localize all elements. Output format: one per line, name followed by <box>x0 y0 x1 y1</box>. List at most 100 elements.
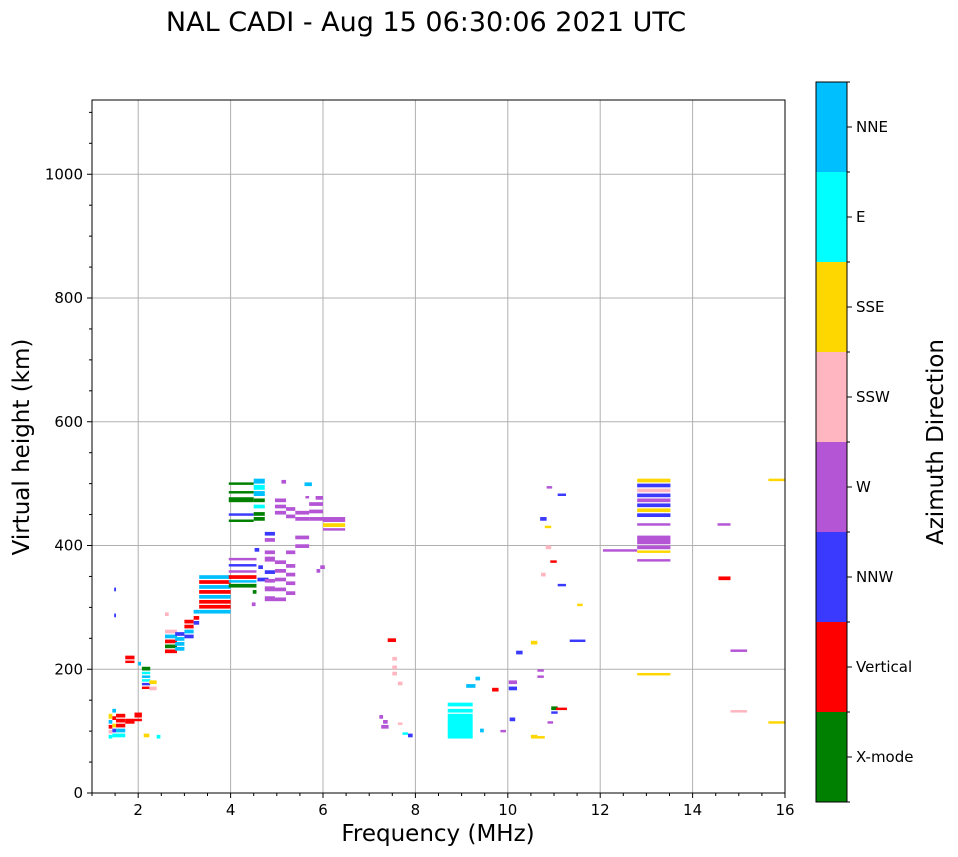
echo-mark <box>637 503 671 508</box>
echo-mark <box>537 675 544 678</box>
echo-mark <box>112 708 117 713</box>
echo-mark <box>112 728 117 733</box>
echo-mark <box>228 583 257 588</box>
x-tick-label: 6 <box>318 801 328 819</box>
echo-mark <box>541 572 546 577</box>
echo-mark <box>141 686 151 690</box>
echo-mark <box>447 713 473 739</box>
echo-mark <box>492 687 499 692</box>
echo-mark <box>149 686 157 691</box>
echo-mark <box>637 508 671 513</box>
x-axis-label: Frequency (MHz) <box>341 821 534 847</box>
echo-mark <box>264 538 275 542</box>
echo-mark <box>536 736 545 739</box>
echo-mark <box>116 728 126 733</box>
echo-mark <box>108 713 113 719</box>
colorbar: X-mode Vertical NNW W SSW SSE E NNE <box>815 81 913 803</box>
echo-mark <box>402 732 409 735</box>
echo-mark <box>264 570 275 574</box>
echo-mark <box>253 504 265 509</box>
echo-mark <box>557 583 567 587</box>
echo-mark <box>304 482 312 487</box>
echo-mark <box>717 523 731 526</box>
echo-mark <box>264 550 275 555</box>
echo-mark <box>274 569 287 573</box>
echo-mark <box>175 646 185 651</box>
echo-mark <box>309 502 323 506</box>
x-tick-label: 16 <box>775 801 794 819</box>
x-tick-label: 14 <box>683 801 702 819</box>
y-tick-label: 200 <box>54 660 83 678</box>
echo-mark <box>320 565 325 570</box>
echo-mark <box>718 576 731 581</box>
echo-mark <box>116 713 126 718</box>
echo-mark <box>108 719 113 724</box>
echo-mark <box>381 724 389 729</box>
echo-mark <box>164 649 178 654</box>
echo-mark <box>637 498 671 503</box>
echo-mark <box>323 517 346 522</box>
x-tick-label: 2 <box>133 801 143 819</box>
colorbar-segment <box>816 622 847 712</box>
echo-mark <box>551 711 558 714</box>
x-axis-ticks: 2 4 6 8 10 12 14 16 <box>91 793 795 819</box>
echo-mark <box>199 585 231 589</box>
echo-mark <box>286 507 296 511</box>
echo-traces <box>108 478 785 739</box>
echo-mark <box>545 545 552 550</box>
echo-mark <box>392 665 397 670</box>
echo-mark <box>251 602 256 607</box>
echo-mark <box>480 728 484 733</box>
y-tick-label: 1000 <box>45 165 83 183</box>
echo-mark <box>551 706 558 711</box>
echo-mark <box>530 734 538 739</box>
echo-mark <box>508 680 518 685</box>
echo-mark <box>264 556 275 562</box>
echo-mark <box>114 587 117 592</box>
echo-mark <box>323 528 346 531</box>
colorbar-segment <box>816 442 847 532</box>
echo-mark <box>730 649 748 652</box>
echo-mark <box>637 483 671 488</box>
echo-mark <box>547 721 554 724</box>
colorbar-segment <box>816 712 847 802</box>
echo-mark <box>193 620 200 625</box>
echo-mark <box>134 712 142 718</box>
echo-mark <box>228 519 254 522</box>
colorbar-segment <box>816 532 847 622</box>
echo-mark <box>143 733 150 738</box>
echo-mark <box>379 715 384 719</box>
echo-mark <box>274 510 287 515</box>
y-tick-label: 600 <box>54 413 83 431</box>
echo-mark <box>730 710 748 713</box>
echo-mark <box>193 616 200 620</box>
echo-mark <box>114 613 117 618</box>
echo-mark <box>184 634 194 639</box>
echo-mark <box>149 680 157 685</box>
echo-mark <box>116 733 126 738</box>
echo-mark <box>540 517 547 521</box>
y-axis-ticks: 0 200 400 600 800 1000 <box>45 111 92 802</box>
echo-mark <box>637 559 671 562</box>
echo-mark <box>286 550 296 555</box>
echo-mark <box>295 510 310 515</box>
colorbar-ticks: X-mode Vertical NNW W SSW SSE E NNE <box>847 81 913 803</box>
echo-mark <box>637 545 671 550</box>
x-tick-label: 12 <box>591 801 610 819</box>
echo-mark <box>397 681 403 686</box>
echo-mark <box>112 723 117 728</box>
echo-mark <box>199 604 231 609</box>
x-tick-label: 10 <box>498 801 517 819</box>
colorbar-segment <box>816 172 847 262</box>
echo-mark <box>108 734 113 739</box>
echo-mark <box>141 666 151 671</box>
colorbar-tick-label: NNW <box>856 568 893 586</box>
echo-mark <box>175 632 185 636</box>
echo-mark <box>164 644 178 649</box>
echo-mark <box>264 596 275 602</box>
echo-mark <box>637 513 671 518</box>
echo-mark <box>252 590 257 594</box>
y-axis-label: Virtual height (km) <box>9 339 35 556</box>
echo-mark <box>637 535 671 545</box>
